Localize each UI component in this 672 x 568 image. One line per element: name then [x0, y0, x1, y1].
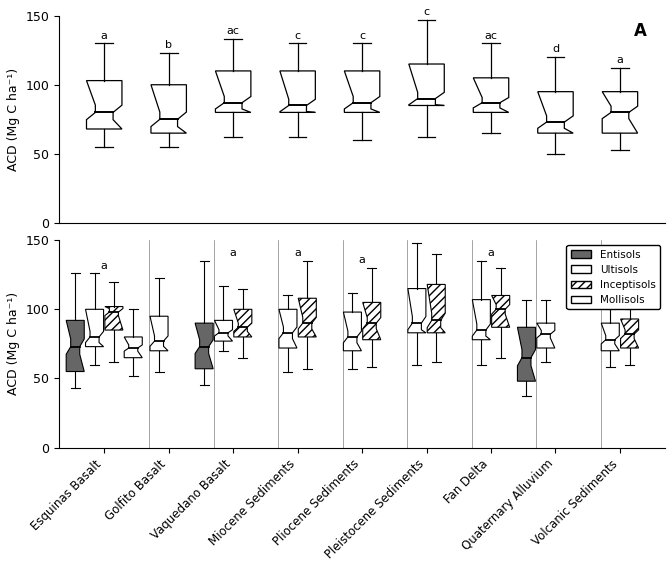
Polygon shape	[87, 81, 122, 129]
Polygon shape	[427, 285, 446, 333]
Y-axis label: ACD (Mg C ha⁻¹): ACD (Mg C ha⁻¹)	[7, 293, 20, 395]
Polygon shape	[473, 78, 509, 112]
Text: a: a	[359, 255, 366, 265]
Polygon shape	[85, 310, 103, 346]
Polygon shape	[537, 323, 555, 348]
Polygon shape	[538, 91, 573, 133]
Polygon shape	[408, 289, 426, 333]
Polygon shape	[620, 319, 638, 348]
Text: c: c	[294, 31, 300, 40]
Y-axis label: ACD (Mg C ha⁻¹): ACD (Mg C ha⁻¹)	[7, 68, 20, 171]
Polygon shape	[279, 310, 297, 348]
Polygon shape	[363, 302, 381, 340]
Text: B: B	[634, 247, 647, 264]
Text: b: b	[165, 40, 172, 50]
Text: a: a	[488, 248, 495, 258]
Polygon shape	[66, 320, 84, 371]
Polygon shape	[517, 327, 536, 381]
Polygon shape	[298, 298, 317, 337]
Polygon shape	[601, 323, 620, 351]
Polygon shape	[234, 310, 252, 337]
Polygon shape	[195, 323, 213, 369]
Polygon shape	[343, 312, 362, 351]
Polygon shape	[216, 71, 251, 112]
Text: c: c	[359, 31, 365, 40]
Text: c: c	[423, 7, 429, 17]
Polygon shape	[124, 337, 142, 358]
Polygon shape	[151, 85, 186, 133]
Polygon shape	[150, 316, 168, 351]
Text: a: a	[616, 56, 624, 65]
Polygon shape	[472, 300, 491, 340]
Polygon shape	[344, 71, 380, 112]
Polygon shape	[602, 91, 638, 133]
Text: a: a	[101, 261, 108, 270]
Polygon shape	[105, 307, 123, 330]
Text: ac: ac	[226, 26, 240, 36]
Polygon shape	[409, 64, 444, 106]
Legend: Entisols, Ultisols, Inceptisols, Mollisols: Entisols, Ultisols, Inceptisols, Molliso…	[566, 245, 660, 310]
Text: a: a	[230, 248, 237, 258]
Text: a: a	[101, 31, 108, 40]
Polygon shape	[280, 71, 315, 112]
Text: d: d	[552, 44, 559, 55]
Polygon shape	[214, 320, 233, 341]
Text: ac: ac	[485, 31, 497, 40]
Text: a: a	[294, 248, 301, 258]
Polygon shape	[492, 295, 509, 327]
Text: A: A	[634, 22, 647, 40]
